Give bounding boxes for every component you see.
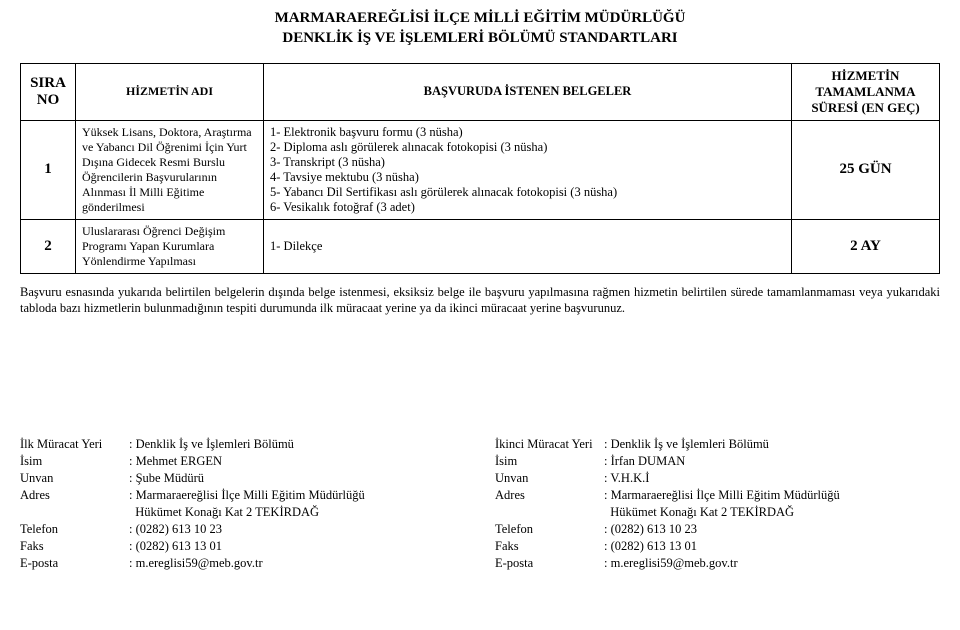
val-isim: Mehmet ERGEN [136, 454, 222, 468]
val-faks: (0282) 613 13 01 [611, 539, 697, 553]
lbl-tel: Telefon [20, 522, 129, 539]
col-header-no: SIRA NO [21, 63, 76, 120]
val-unvan: V.H.K.İ [610, 471, 649, 485]
title-line-2: DENKLİK İŞ VE İŞLEMLERİ BÖLÜMÜ STANDARTL… [20, 28, 940, 48]
cell-doc: 1- Dilekçe [264, 219, 792, 273]
val-tel: (0282) 613 10 23 [136, 522, 222, 536]
table-row: 1 Yüksek Lisans, Doktora, Araştırma ve Y… [21, 120, 940, 219]
lbl-yeri: İkinci Müracat Yeri [495, 437, 604, 454]
contact-right: İkinci Müracat Yeri: Denklik İş ve İşlem… [495, 437, 940, 573]
lbl-yeri: İlk Müracat Yeri [20, 437, 129, 454]
services-table: SIRA NO HİZMETİN ADI BAŞVURUDA İSTENEN B… [20, 63, 940, 274]
cell-doc: 1- Elektronik başvuru formu (3 nüsha) 2-… [264, 120, 792, 219]
contact-table: İkinci Müracat Yeri: Denklik İş ve İşlem… [495, 437, 844, 573]
lbl-isim: İsim [20, 454, 129, 471]
val-tel: (0282) 613 10 23 [611, 522, 697, 536]
cell-sure: 2 AY [792, 219, 940, 273]
val-faks: (0282) 613 13 01 [136, 539, 222, 553]
val-adres1: Marmaraereğlisi İlçe Milli Eğitim Müdürl… [611, 488, 840, 502]
val-eposta: m.ereglisi59@meb.gov.tr [136, 556, 263, 570]
col-header-doc: BAŞVURUDA İSTENEN BELGELER [264, 63, 792, 120]
contact-left: İlk Müracat Yeri: Denklik İş ve İşlemler… [20, 437, 465, 573]
val-eposta: m.ereglisi59@meb.gov.tr [611, 556, 738, 570]
table-row: 2 Uluslararası Öğrenci Değişim Programı … [21, 219, 940, 273]
cell-adi: Uluslararası Öğrenci Değişim Programı Ya… [76, 219, 264, 273]
val-unvan: Şube Müdürü [136, 471, 204, 485]
cell-sure: 25 GÜN [792, 120, 940, 219]
lbl-faks: Faks [495, 539, 604, 556]
val-adres1: Marmaraereğlisi İlçe Milli Eğitim Müdürl… [136, 488, 365, 502]
val-yeri: Denklik İş ve İşlemleri Bölümü [136, 437, 294, 451]
contacts: İlk Müracat Yeri: Denklik İş ve İşlemler… [20, 437, 940, 573]
title-line-1: MARMARAEREĞLİSİ İLÇE MİLLİ EĞİTİM MÜDÜRL… [20, 8, 940, 28]
cell-no: 2 [21, 219, 76, 273]
lbl-isim: İsim [495, 454, 604, 471]
lbl-adres: Adres [20, 488, 129, 505]
lbl-tel: Telefon [495, 522, 604, 539]
lbl-unvan: Unvan [495, 471, 604, 488]
lbl-adres: Adres [495, 488, 604, 505]
lbl-eposta: E-posta [20, 556, 129, 573]
cell-no: 1 [21, 120, 76, 219]
val-yeri: Denklik İş ve İşlemleri Bölümü [611, 437, 769, 451]
cell-adi: Yüksek Lisans, Doktora, Araştırma ve Yab… [76, 120, 264, 219]
val-adres2: Hükümet Konağı Kat 2 TEKİRDAĞ [610, 505, 794, 519]
contact-table: İlk Müracat Yeri: Denklik İş ve İşlemler… [20, 437, 369, 573]
lbl-unvan: Unvan [20, 471, 129, 488]
val-isim: İrfan DUMAN [611, 454, 686, 468]
col-header-sure: HİZMETİN TAMAMLANMA SÜRESİ (EN GEÇ) [792, 63, 940, 120]
page: MARMARAEREĞLİSİ İLÇE MİLLİ EĞİTİM MÜDÜRL… [10, 0, 950, 593]
val-adres2: Hükümet Konağı Kat 2 TEKİRDAĞ [135, 505, 319, 519]
lbl-eposta: E-posta [495, 556, 604, 573]
lbl-faks: Faks [20, 539, 129, 556]
page-title: MARMARAEREĞLİSİ İLÇE MİLLİ EĞİTİM MÜDÜRL… [20, 8, 940, 49]
col-header-adi: HİZMETİN ADI [76, 63, 264, 120]
footer-note: Başvuru esnasında yukarıda belirtilen be… [20, 284, 940, 318]
table-head-row: SIRA NO HİZMETİN ADI BAŞVURUDA İSTENEN B… [21, 63, 940, 120]
